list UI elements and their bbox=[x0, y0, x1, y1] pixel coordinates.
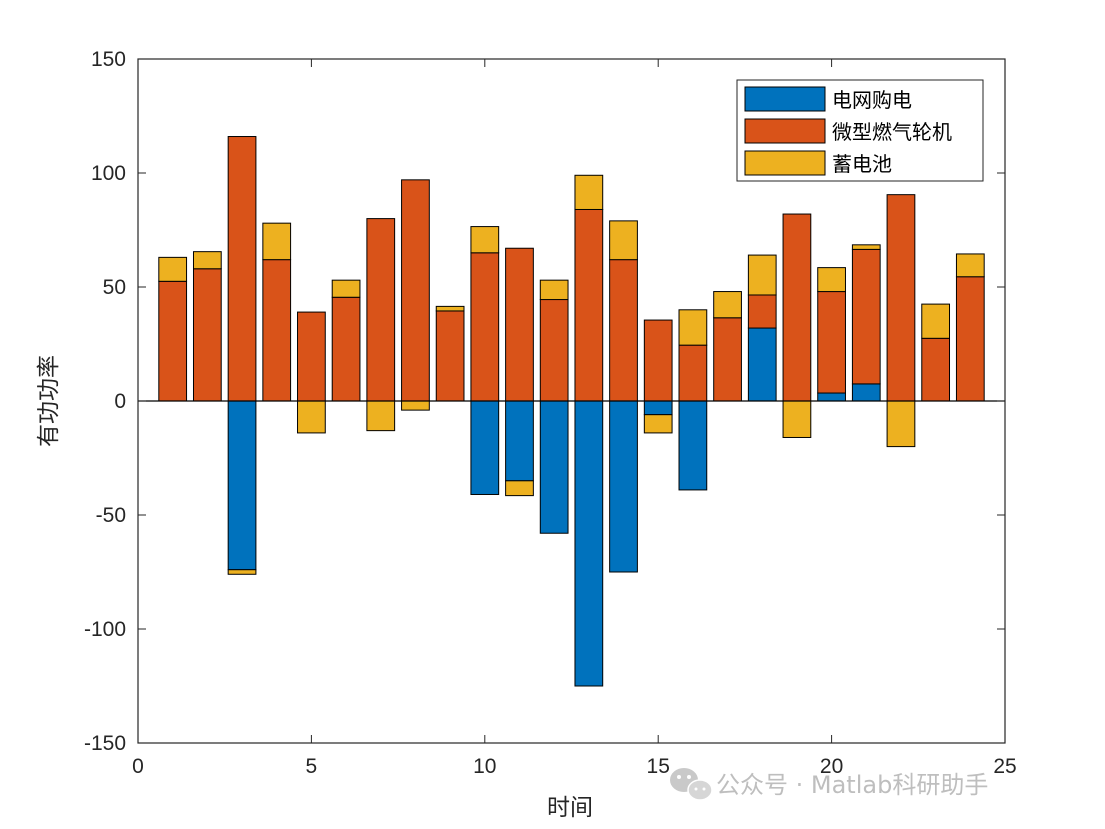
bar-micro-turbine-22 bbox=[886, 194, 916, 402]
bar-battery-23 bbox=[921, 303, 951, 339]
y-axis: 150 100 50 0 -50 -100 -150 bbox=[84, 48, 1005, 755]
bar-micro-turbine-12 bbox=[539, 299, 569, 402]
bar-battery-9 bbox=[435, 305, 465, 312]
bar-battery-6 bbox=[331, 279, 361, 298]
x-tick-label: 15 bbox=[647, 755, 670, 778]
y-tick-label: -50 bbox=[96, 504, 126, 527]
bar-grid-purchase-14 bbox=[609, 400, 638, 573]
bar-battery-7 bbox=[366, 400, 396, 432]
legend-swatch-micro-turbine bbox=[744, 118, 826, 144]
legend-label-micro-turbine: 微型燃气轮机 bbox=[832, 120, 952, 144]
y-axis-label: 有功功率 bbox=[36, 355, 62, 447]
bar-grid-purchase-11 bbox=[505, 400, 534, 482]
bar-micro-turbine-23 bbox=[921, 337, 951, 402]
x-axis: 0 5 10 15 20 25 bbox=[132, 59, 1017, 778]
x-tick-label: 20 bbox=[820, 755, 843, 778]
bar-micro-turbine-4 bbox=[262, 259, 292, 402]
bar-micro-turbine-10 bbox=[470, 252, 500, 402]
bar-micro-turbine-15 bbox=[643, 319, 673, 402]
bar-micro-turbine-13 bbox=[574, 208, 604, 402]
bar-micro-turbine-11 bbox=[505, 247, 534, 402]
bar-micro-turbine-21 bbox=[851, 248, 881, 385]
bar-battery-17 bbox=[713, 291, 742, 319]
bar-micro-turbine-2 bbox=[192, 268, 222, 402]
bars-group bbox=[158, 136, 985, 687]
bar-micro-turbine-16 bbox=[678, 344, 708, 402]
bar-battery-3 bbox=[227, 569, 257, 575]
x-tick-label: 0 bbox=[132, 755, 144, 778]
watermark: 公众号 · Matlab科研助手 bbox=[670, 768, 988, 801]
bar-micro-turbine-17 bbox=[713, 317, 742, 402]
bar-grid-purchase-10 bbox=[470, 400, 500, 495]
bar-battery-20 bbox=[817, 267, 846, 293]
bar-battery-16 bbox=[678, 309, 708, 346]
x-tick-label: 10 bbox=[473, 755, 496, 778]
bar-grid-purchase-3 bbox=[227, 400, 257, 571]
legend-swatch-battery bbox=[744, 150, 826, 176]
bar-micro-turbine-9 bbox=[435, 310, 465, 402]
y-tick-label: 50 bbox=[103, 276, 126, 299]
legend: 电网购电 微型燃气轮机 蓄电池 bbox=[736, 79, 984, 182]
bar-battery-15 bbox=[643, 414, 673, 434]
bar-battery-11 bbox=[505, 480, 534, 497]
bar-micro-turbine-3 bbox=[227, 136, 257, 402]
legend-label-battery: 蓄电池 bbox=[832, 152, 892, 176]
bar-micro-turbine-1 bbox=[158, 280, 188, 402]
bar-battery-2 bbox=[192, 251, 222, 270]
bar-micro-turbine-19 bbox=[782, 213, 812, 402]
watermark-text: 公众号 · Matlab科研助手 bbox=[716, 771, 988, 799]
bar-micro-turbine-14 bbox=[609, 259, 638, 402]
x-axis-label: 时间 bbox=[547, 795, 593, 821]
legend-swatch-grid-purchase bbox=[744, 86, 826, 112]
y-tick-label: 0 bbox=[114, 390, 126, 413]
bar-micro-turbine-7 bbox=[366, 218, 396, 402]
bar-grid-purchase-20 bbox=[817, 392, 846, 402]
x-tick-label: 5 bbox=[306, 755, 318, 778]
bar-grid-purchase-16 bbox=[678, 400, 708, 491]
bar-grid-purchase-15 bbox=[643, 400, 673, 416]
y-tick-label: -150 bbox=[84, 732, 126, 755]
bar-micro-turbine-20 bbox=[817, 291, 846, 394]
bar-battery-4 bbox=[262, 222, 292, 261]
bar-micro-turbine-8 bbox=[401, 179, 430, 402]
bar-micro-turbine-6 bbox=[331, 296, 361, 402]
bar-battery-13 bbox=[574, 174, 604, 210]
wechat-icon bbox=[670, 768, 713, 801]
bar-battery-8 bbox=[401, 400, 430, 411]
bar-grid-purchase-12 bbox=[539, 400, 569, 534]
bar-battery-10 bbox=[470, 226, 500, 254]
bar-battery-14 bbox=[609, 220, 638, 261]
bar-battery-19 bbox=[782, 400, 812, 438]
y-tick-label: 100 bbox=[91, 162, 126, 185]
bar-micro-turbine-18 bbox=[747, 294, 777, 329]
legend-label-grid-purchase: 电网购电 bbox=[832, 88, 912, 112]
bar-grid-purchase-18 bbox=[747, 327, 777, 402]
bar-grid-purchase-13 bbox=[574, 400, 604, 687]
y-tick-label: 150 bbox=[91, 48, 126, 71]
y-tick-label: -100 bbox=[84, 618, 126, 641]
bar-battery-24 bbox=[955, 253, 985, 278]
bar-battery-1 bbox=[158, 256, 188, 282]
bar-grid-purchase-21 bbox=[851, 383, 881, 402]
bar-battery-22 bbox=[886, 400, 916, 448]
bar-battery-21 bbox=[851, 244, 881, 250]
bar-micro-turbine-24 bbox=[955, 276, 985, 402]
bar-battery-5 bbox=[297, 400, 326, 434]
bar-battery-12 bbox=[539, 279, 569, 301]
bar-battery-18 bbox=[747, 254, 777, 296]
x-tick-label: 25 bbox=[993, 755, 1016, 778]
bar-micro-turbine-5 bbox=[297, 311, 326, 402]
